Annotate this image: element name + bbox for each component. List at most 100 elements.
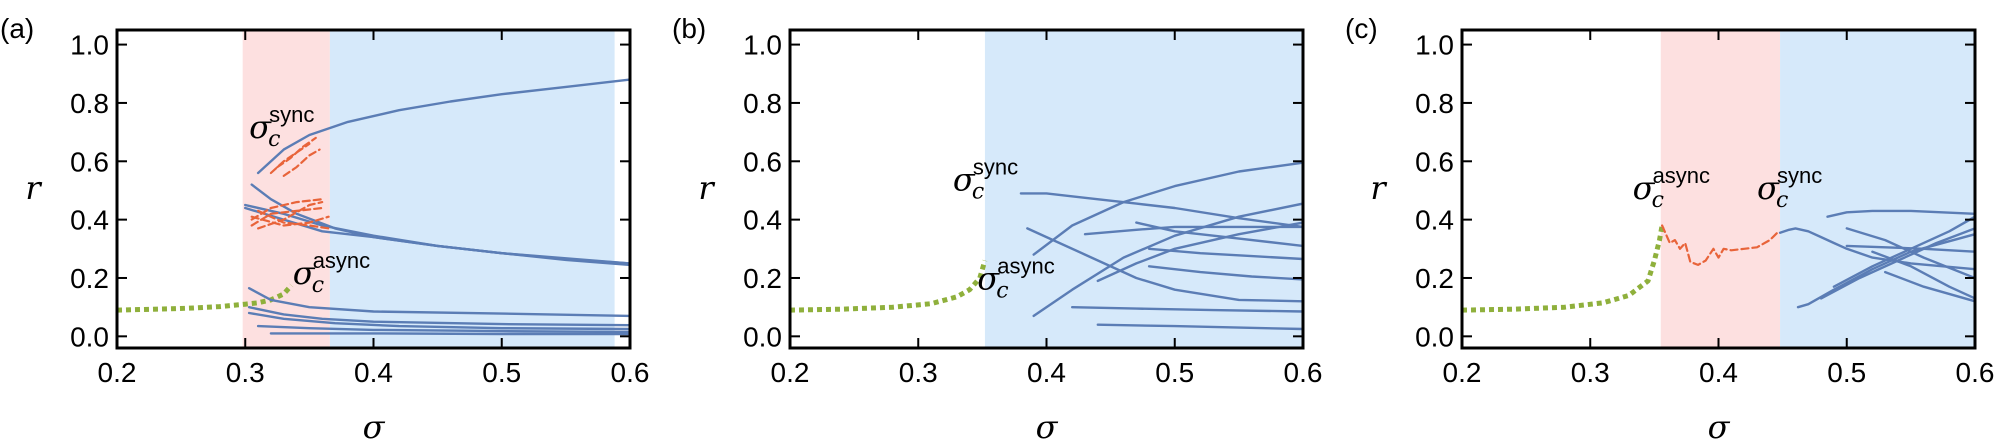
annotation-subscript: c — [996, 279, 1008, 304]
annotation-superscript: sync — [1777, 163, 1822, 188]
x-tick-label: 0.2 — [1443, 357, 1482, 388]
y-tick-label: 1.0 — [70, 30, 109, 61]
annotation-subscript: c — [312, 273, 324, 298]
series-line-stable — [1147, 247, 1303, 261]
series-line-unstable — [257, 201, 324, 230]
x-tick-label: 0.3 — [226, 357, 265, 388]
series-group — [117, 78, 630, 336]
y-tick-label: 0.2 — [1415, 263, 1454, 294]
annotation-superscript: async — [313, 248, 370, 273]
series-line-stable — [1032, 202, 1303, 318]
series-line-stable — [256, 324, 630, 334]
x-axis-label: σ — [1708, 408, 1731, 446]
y-axis-label: r — [1370, 169, 1387, 207]
y-tick-label: 0.2 — [743, 263, 782, 294]
series-group — [790, 161, 1303, 331]
x-tick-label: 0.3 — [899, 357, 938, 388]
annotation-subscript: c — [972, 179, 984, 204]
series-line-stable — [1845, 227, 1975, 280]
series-line-stable — [1083, 225, 1303, 236]
y-tick-label: 0.6 — [1415, 146, 1454, 177]
shaded-region-blue — [1780, 30, 1975, 348]
y-tick-label: 0.6 — [743, 146, 782, 177]
x-tick-label: 0.6 — [1284, 357, 1323, 388]
series-line-stable — [1871, 250, 1975, 300]
annotation-superscript: sync — [269, 102, 314, 127]
y-axis-label: r — [698, 169, 715, 207]
annotation-superscript: async — [1653, 163, 1710, 188]
y-tick-label: 1.0 — [743, 30, 782, 61]
series-line-stable — [247, 287, 630, 318]
x-tick-label: 0.4 — [1699, 357, 1738, 388]
x-tick-label: 0.2 — [771, 357, 810, 388]
y-tick-label: 0.2 — [70, 263, 109, 294]
y-tick-label: 0.0 — [743, 321, 782, 352]
series-line-stable — [1019, 192, 1303, 229]
series-line-async — [790, 259, 988, 313]
annotation-symbol: σ — [977, 260, 1000, 298]
y-tick-label: 0.4 — [1415, 205, 1454, 236]
series-line-stable — [269, 332, 630, 336]
x-axis-label: σ — [1036, 408, 1059, 446]
x-tick-label: 0.3 — [1571, 357, 1610, 388]
series-line-stable — [247, 306, 630, 327]
x-tick-label: 0.2 — [98, 357, 137, 388]
annotation-superscript: sync — [973, 154, 1018, 179]
shaded-region-pink — [1660, 30, 1781, 348]
y-tick-label: 0.0 — [1415, 321, 1454, 352]
x-tick-label: 0.5 — [482, 357, 521, 388]
series-line-stable — [1884, 270, 1975, 303]
series-line-unstable — [250, 198, 324, 221]
annotation-symbol: σ — [293, 254, 316, 292]
chart-panel-3: 0.2 0.3 0.4 0.5 0.60.00.20.40.60.81.0σr(c)σc… — [1345, 13, 1994, 446]
series-line-stable — [247, 311, 630, 331]
annotation-symbol: σ — [1633, 169, 1656, 207]
series-group — [1462, 209, 1975, 313]
series-line-stable — [256, 78, 630, 175]
annotation-symbol: σ — [1757, 169, 1780, 207]
y-tick-label: 0.4 — [743, 205, 782, 236]
annotation-subscript: c — [1776, 188, 1788, 213]
annotation-symbol: σ — [953, 160, 976, 198]
x-axis-label: σ — [363, 408, 386, 446]
chart-panel-1: 0.2 0.3 0.4 0.5 0.60.00.20.40.60.81.0σr(a)σc… — [0, 13, 649, 446]
y-axis-label: r — [25, 169, 42, 207]
series-line-unstable — [250, 215, 330, 227]
annotation-superscript: async — [997, 254, 1054, 279]
series-line-stable — [1826, 209, 1975, 218]
y-tick-label: 0.8 — [1415, 88, 1454, 119]
series-line-stable — [1135, 221, 1303, 248]
series-line-stable — [1096, 221, 1303, 283]
panel-label: (c) — [1345, 13, 1378, 44]
series-line-unstable — [1661, 224, 1780, 266]
y-tick-label: 0.4 — [70, 205, 109, 236]
series-line-stable — [1071, 306, 1303, 313]
y-tick-label: 1.0 — [1415, 30, 1454, 61]
chart-panel-2: 0.2 0.3 0.4 0.5 0.60.00.20.40.60.81.0σr(b)σc… — [672, 13, 1322, 446]
series-line-stable — [1147, 265, 1303, 281]
shaded-region-blue — [329, 30, 615, 348]
x-tick-label: 0.5 — [1155, 357, 1194, 388]
series-line-stable — [1096, 323, 1303, 331]
x-tick-label: 0.4 — [1027, 357, 1066, 388]
x-tick-label: 0.5 — [1827, 357, 1866, 388]
y-tick-label: 0.8 — [743, 88, 782, 119]
shaded-region-blue — [984, 30, 1303, 348]
y-tick-label: 0.6 — [70, 146, 109, 177]
panel-label: (b) — [672, 13, 706, 44]
annotation-symbol: σ — [249, 108, 272, 146]
series-line-stable — [1032, 161, 1303, 256]
series-line-unstable — [276, 136, 317, 169]
series-line-async — [117, 283, 294, 313]
y-tick-label: 0.0 — [70, 321, 109, 352]
series-line-unstable — [282, 148, 321, 177]
x-tick-label: 0.6 — [611, 357, 650, 388]
